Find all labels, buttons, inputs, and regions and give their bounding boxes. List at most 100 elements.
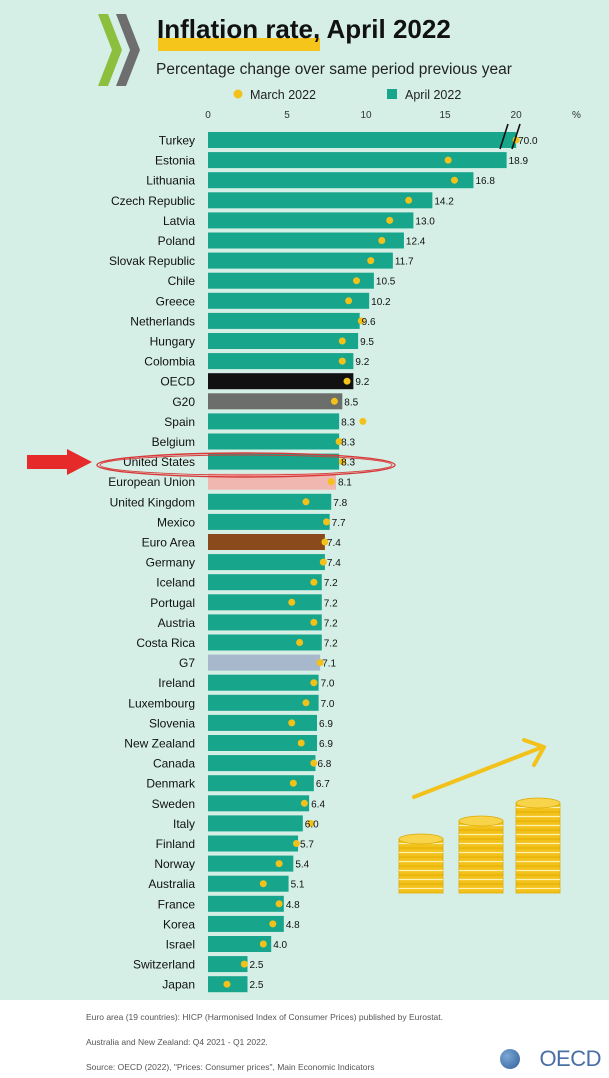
march-dot-sweden: [300, 799, 308, 807]
category-label-italy: Italy: [173, 817, 195, 831]
bar-switzerland: [208, 956, 248, 973]
category-label-costa-rica: Costa Rica: [136, 636, 195, 650]
value-label-austria: 7.2: [324, 618, 338, 629]
march-dot-luxembourg: [302, 699, 310, 707]
value-label-czech-republic: 14.2: [434, 196, 454, 207]
value-label-belgium: 8.3: [341, 438, 355, 449]
value-labels: 70.0 18.9 16.8 14.2 13.0 12.4 11.7 10.5 10.2 9.6 9…: [250, 136, 539, 991]
bar-g20: [208, 393, 343, 410]
footer-note-euro: Euro area (19 countries): HICP (Harmonis…: [86, 1012, 444, 1022]
category-label-latvia: Latvia: [163, 214, 195, 228]
value-label-japan: 2.5: [250, 980, 264, 991]
march-dot-australia: [259, 880, 267, 888]
march-dot-denmark: [289, 779, 297, 787]
value-label-estonia: 18.9: [509, 156, 529, 167]
bar-g7: [208, 654, 321, 671]
bar-euro-area: [208, 534, 325, 550]
march-dot-norway: [275, 860, 283, 868]
bar-france: [208, 895, 284, 912]
category-label-australia: Australia: [148, 877, 195, 891]
march-dot-slovak-republic: [367, 257, 375, 265]
bar-united-states: [208, 453, 340, 470]
value-label-italy: 6.0: [305, 819, 319, 830]
bar-estonia: [208, 152, 507, 169]
category-label-estonia: Estonia: [155, 154, 195, 168]
value-label-colombia: 9.2: [355, 357, 369, 368]
bar-korea: [208, 915, 284, 932]
bar-canada: [208, 755, 316, 772]
bar-iceland: [208, 574, 322, 591]
bar-luxembourg: [208, 694, 319, 711]
footer: Euro area (19 countries): HICP (Harmonis…: [0, 1000, 609, 1078]
march-dot-g7: [316, 659, 324, 667]
category-label-austria: Austria: [158, 616, 196, 630]
footer-source: Source: OECD (2022), "Prices: Consumer p…: [86, 1062, 375, 1072]
march-dots: [223, 136, 520, 988]
x-tick-20: 20: [511, 110, 523, 121]
bar-germany: [208, 554, 325, 571]
chart-title: Inflation rate, April 2022: [157, 14, 451, 44]
bar-greece: [208, 292, 370, 309]
value-label-luxembourg: 7.0: [321, 699, 335, 710]
category-label-portugal: Portugal: [150, 596, 195, 610]
category-label-israel: Israel: [166, 938, 195, 952]
value-label-denmark: 6.7: [316, 779, 330, 790]
category-label-g7: G7: [179, 656, 195, 670]
legend-march-label: March 2022: [250, 88, 316, 102]
march-dot-costa-rica: [296, 639, 304, 646]
value-label-france: 4.8: [286, 900, 300, 911]
value-label-canada: 6.8: [317, 759, 331, 770]
value-label-spain: 8.3: [341, 417, 355, 428]
bar-ireland: [208, 674, 319, 691]
bar-chile: [208, 272, 374, 289]
coin-stacks-icon: [398, 797, 561, 894]
category-label-mexico: Mexico: [157, 515, 195, 529]
value-label-costa-rica: 7.2: [324, 639, 338, 650]
unit-label: %: [572, 110, 581, 121]
value-label-euro-area: 7.4: [327, 538, 341, 549]
bar-poland: [208, 232, 404, 249]
category-label-oecd: OECD: [160, 375, 195, 389]
bar-belgium: [208, 433, 340, 450]
legend: March 2022 April 2022: [233, 88, 461, 102]
march-dot-united-kingdom: [302, 498, 310, 506]
coin-top-2: [515, 797, 561, 809]
bar-colombia: [208, 353, 354, 370]
value-label-switzerland: 2.5: [250, 960, 264, 971]
march-dot-israel: [259, 940, 267, 948]
march-dot-czech-republic: [405, 196, 413, 204]
value-label-slovak-republic: 11.7: [395, 257, 414, 268]
value-label-oecd: 9.2: [355, 377, 369, 388]
march-dot-latvia: [386, 216, 394, 224]
category-label-germany: Germany: [146, 556, 195, 570]
oecd-logo: OECD: [539, 1046, 601, 1071]
x-tick-0: 0: [205, 110, 211, 121]
category-label-belgium: Belgium: [152, 435, 195, 449]
bar-lithuania: [208, 172, 474, 189]
march-dot-finland: [292, 840, 300, 847]
category-label-greece: Greece: [156, 294, 196, 308]
category-label-united-states: United States: [123, 455, 195, 469]
category-label-czech-republic: Czech Republic: [111, 194, 195, 208]
coin-top-1: [458, 815, 504, 827]
oecd-chevron-icon: [98, 14, 140, 86]
category-label-finland: Finland: [156, 837, 195, 851]
category-label-united-kingdom: United Kingdom: [110, 495, 195, 509]
value-label-lithuania: 16.8: [475, 176, 495, 187]
march-dot-estonia: [444, 156, 452, 164]
category-label-european-union: European Union: [108, 475, 195, 489]
category-label-slovak-republic: Slovak Republic: [109, 254, 195, 268]
march-dot-spain: [359, 417, 367, 425]
category-label-canada: Canada: [153, 757, 195, 771]
legend-april-label: April 2022: [405, 88, 461, 102]
highlight-arrow-icon: [27, 449, 92, 475]
title-underline: [158, 38, 320, 51]
axis-break-icon: [499, 123, 521, 150]
bar-portugal: [208, 594, 322, 611]
category-label-turkey: Turkey: [159, 134, 195, 148]
bar-mexico: [208, 513, 330, 530]
value-label-g20: 8.5: [344, 397, 358, 408]
march-dot-european-union: [327, 478, 335, 486]
category-label-euro-area: Euro Area: [142, 536, 196, 550]
value-label-mexico: 7.7: [332, 518, 346, 529]
